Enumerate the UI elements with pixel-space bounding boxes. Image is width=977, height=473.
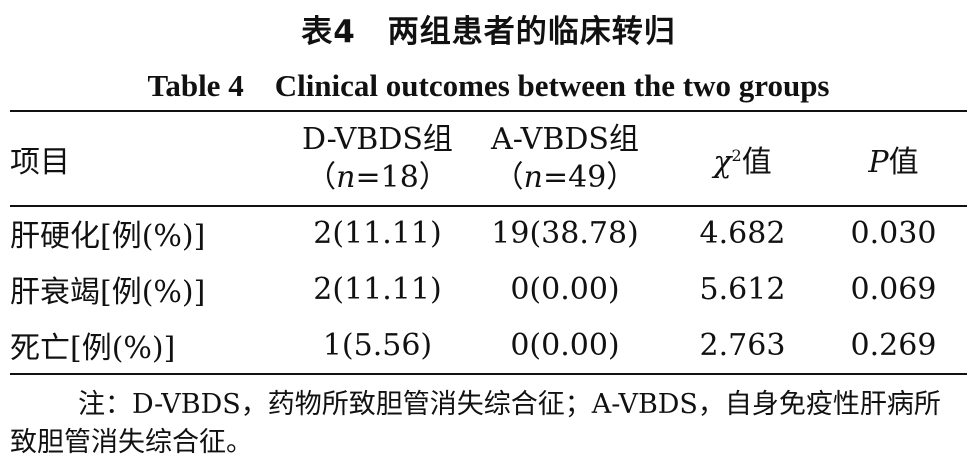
header-chi-sup: 2 (731, 145, 742, 165)
row-group-a: 0(0.00) (510, 271, 620, 307)
header-chi-symbol: χ (713, 144, 732, 180)
table-title-chinese: 表4 两组患者的临床转归 (301, 14, 676, 50)
header-group-a-n-value: =49） (543, 159, 637, 195)
row-p-value: 0.030 (850, 215, 937, 251)
row-group-d: 2(11.11) (313, 215, 442, 251)
header-chi-square: χ2值 (665, 112, 820, 205)
header-p-suffix: 值 (888, 144, 919, 180)
header-group-a: A-VBDS组 （n=49） (465, 112, 665, 205)
row-item: 肝硬化[例(%)] (10, 219, 206, 254)
header-group-d-name: D-VBDS组 (302, 121, 453, 157)
header-chi-suffix: 值 (741, 144, 772, 180)
clinical-outcomes-table: 项目 D-VBDS组 （n=18） A-VBDS组 （n=49） χ2值 P值 … (10, 112, 967, 373)
table-header-row: 项目 D-VBDS组 （n=18） A-VBDS组 （n=49） χ2值 P值 (10, 112, 967, 205)
header-group-a-n: （n=49） (465, 159, 665, 197)
row-group-d: 1(5.56) (322, 327, 433, 363)
table-header-rule (10, 205, 967, 207)
row-item: 肝衰竭[例(%)] (10, 275, 206, 310)
table-bottom-rule (10, 373, 967, 375)
header-p-symbol: P (868, 144, 889, 180)
row-chi-square: 4.682 (699, 215, 786, 251)
table-footnote: 注：D-VBDS，药物所致胆管消失综合征；A-VBDS，自身免疫性肝病所致胆管消… (10, 389, 941, 458)
table-row: 肝硬化[例(%)] 2(11.11) 19(38.78) 4.682 0.030 (10, 205, 967, 261)
row-item: 死亡[例(%)] (10, 331, 176, 366)
table-row: 肝衰竭[例(%)] 2(11.11) 0(0.00) 5.612 0.069 (10, 261, 967, 317)
header-group-d: D-VBDS组 （n=18） (290, 112, 465, 205)
header-group-a-n-prefix: （ (493, 159, 524, 195)
header-group-a-name: A-VBDS组 (491, 121, 639, 157)
row-group-a: 0(0.00) (510, 327, 620, 363)
table-row: 死亡[例(%)] 1(5.56) 0(0.00) 2.763 0.269 (10, 317, 967, 373)
row-group-d: 2(11.11) (313, 271, 442, 307)
row-p-value: 0.269 (850, 327, 937, 363)
header-group-d-n: （n=18） (290, 159, 465, 197)
header-p-value: P值 (820, 112, 967, 205)
row-group-a: 19(38.78) (491, 215, 639, 251)
row-chi-square: 2.763 (699, 327, 786, 363)
row-chi-square: 5.612 (699, 271, 786, 307)
header-item: 项目 (10, 144, 70, 180)
header-group-d-n-value: =18） (355, 159, 449, 195)
header-group-d-n-prefix: （ (306, 159, 337, 195)
table-top-rule (10, 110, 967, 112)
header-group-a-n-var: n (523, 159, 543, 195)
header-group-d-n-var: n (336, 159, 356, 195)
row-p-value: 0.069 (850, 271, 937, 307)
table-title-english: Table 4 Clinical outcomes between the tw… (147, 68, 830, 103)
